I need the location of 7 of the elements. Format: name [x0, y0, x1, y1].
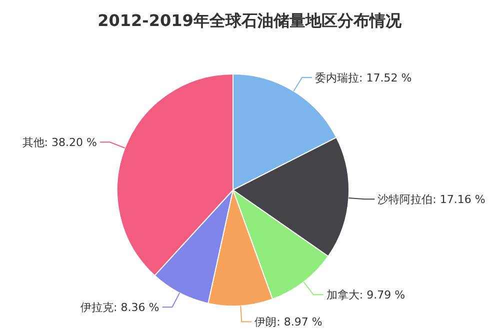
- slice-label: 委内瑞拉: 17.52 %: [315, 71, 412, 84]
- slice-label: 伊朗: 8.97 %: [254, 316, 322, 329]
- slice-label: 沙特阿拉伯: 17.16 %: [378, 193, 486, 206]
- slice-label: 伊拉克: 8.36 %: [80, 301, 160, 314]
- slice-label: 加拿大: 9.79 %: [326, 288, 406, 302]
- chart-title: 2012-2019年全球石油储量地区分布情况: [98, 11, 402, 30]
- slice-label: 其他: 38.20 %: [22, 136, 97, 150]
